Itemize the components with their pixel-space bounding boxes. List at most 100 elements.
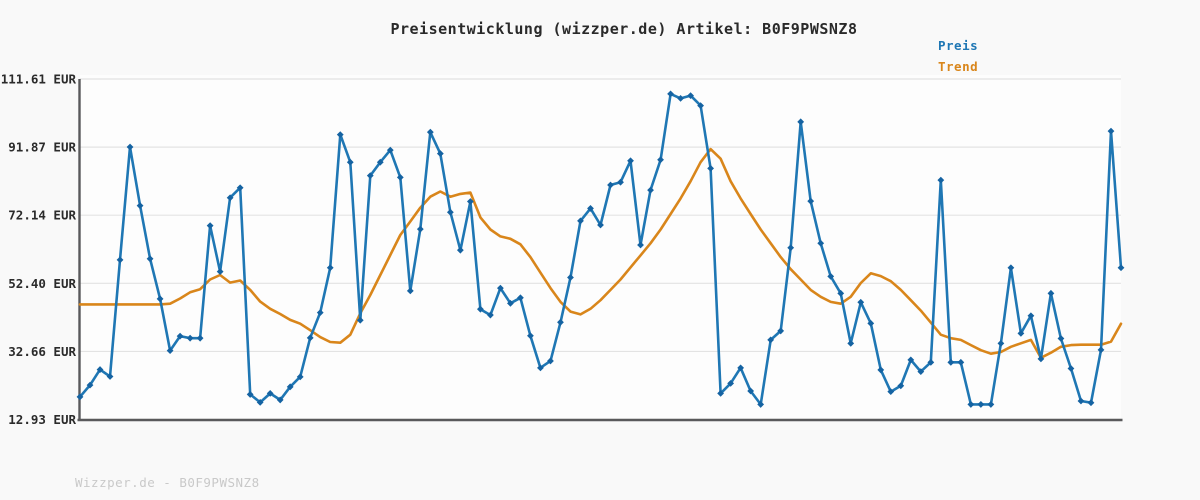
preis-marker — [657, 156, 664, 164]
watermark: Wizzper.de - B0F9PWSNZ8 — [75, 475, 260, 490]
legend-item-preis: Preis — [938, 38, 979, 53]
preis-marker — [757, 401, 765, 408]
preis-marker — [567, 274, 574, 281]
preis-marker — [847, 339, 855, 347]
preis-marker — [557, 318, 564, 326]
preis-marker — [537, 364, 544, 372]
preis-marker — [1047, 289, 1055, 297]
preis-marker — [927, 358, 935, 366]
preis-marker — [547, 357, 554, 365]
preis-marker — [707, 165, 715, 172]
preis-marker — [857, 298, 865, 306]
preis-marker — [727, 379, 735, 387]
preis-marker — [767, 336, 775, 344]
preis-marker — [326, 264, 334, 272]
preis-marker — [647, 186, 654, 194]
preis-marker — [507, 299, 514, 307]
legend-item-trend: Trend — [938, 59, 979, 74]
preis-marker — [456, 246, 464, 254]
preis-marker — [937, 176, 945, 184]
preis-marker — [336, 131, 344, 138]
preis-marker — [977, 401, 985, 408]
preis-marker — [1017, 329, 1025, 337]
preis-marker — [1087, 399, 1095, 407]
preis-marker — [717, 389, 725, 397]
y-tick-label: 91.87 EUR — [8, 140, 76, 155]
preis-marker — [967, 401, 975, 408]
preis-marker — [587, 205, 594, 212]
preis-marker — [737, 364, 745, 372]
preis-marker — [997, 339, 1005, 347]
preis-marker — [1077, 397, 1085, 405]
preis-marker — [96, 366, 104, 373]
y-tick-label: 32.66 EUR — [8, 344, 76, 359]
plot-background — [80, 75, 1121, 420]
preis-marker — [527, 332, 534, 340]
preis-marker — [346, 158, 354, 166]
preis-marker — [597, 221, 604, 229]
preis-marker — [446, 208, 454, 216]
preis-marker — [76, 393, 84, 401]
preis-marker — [517, 294, 524, 302]
preis-marker — [687, 92, 694, 99]
preis-marker — [126, 143, 134, 151]
preis-marker — [667, 90, 674, 98]
preis-marker — [1007, 264, 1015, 272]
preis-marker — [166, 347, 174, 354]
preis-marker — [476, 305, 484, 313]
preis-marker — [627, 157, 634, 165]
y-axis-labels: 111.61 EUR 91.87 EUR 72.14 EUR 52.40 EUR 32.… — [1, 72, 77, 428]
preis-marker — [386, 146, 394, 154]
trend-line-series — [78, 147, 1123, 360]
preis-marker — [396, 173, 404, 181]
preis-marker — [306, 334, 314, 342]
preis-marker — [236, 184, 244, 192]
preis-marker — [947, 358, 955, 366]
preis-marker — [677, 94, 684, 102]
preis-marker — [1117, 264, 1125, 272]
preis-marker — [1107, 127, 1115, 135]
y-tick-label: 72.14 EUR — [8, 208, 76, 223]
preis-marker — [1057, 335, 1065, 342]
preis-marker — [747, 387, 755, 395]
preis-marker — [787, 244, 795, 252]
preis-marker — [777, 327, 785, 335]
preis-marker — [186, 334, 194, 342]
preis-marker — [426, 128, 434, 136]
preis-marker — [797, 118, 805, 126]
preis-marker — [827, 273, 835, 280]
preis-marker — [356, 316, 364, 324]
preis-marker — [817, 239, 825, 247]
preis-marker — [436, 150, 444, 157]
preis-marker — [316, 309, 324, 317]
preis-marker — [917, 368, 925, 376]
preis-marker — [807, 197, 815, 205]
preis-marker — [276, 396, 284, 404]
preis-marker — [1027, 312, 1035, 320]
preis-marker — [146, 255, 154, 263]
preis-marker — [907, 356, 915, 364]
preis-marker — [1067, 365, 1075, 372]
preis-marker — [697, 102, 704, 110]
axis-spines — [77, 79, 1123, 422]
preis-marker — [497, 284, 504, 292]
preis-marker — [637, 241, 644, 249]
preis-marker — [286, 383, 294, 391]
preis-marker — [897, 382, 905, 390]
preis-marker — [246, 391, 254, 398]
preis-marker — [156, 295, 164, 303]
preis-marker — [376, 158, 384, 166]
preis-marker — [116, 256, 124, 264]
preis-marker — [136, 202, 144, 210]
preis-marker — [486, 311, 494, 319]
preis-marker — [957, 358, 965, 366]
preis-marker — [406, 287, 414, 295]
preis-marker — [837, 289, 845, 297]
preis-marker — [256, 398, 264, 406]
preis-marker — [1097, 346, 1105, 354]
preis-marker — [617, 178, 624, 186]
price-line-series — [76, 90, 1125, 408]
preis-marker — [366, 172, 374, 180]
preis-marker — [867, 319, 875, 327]
